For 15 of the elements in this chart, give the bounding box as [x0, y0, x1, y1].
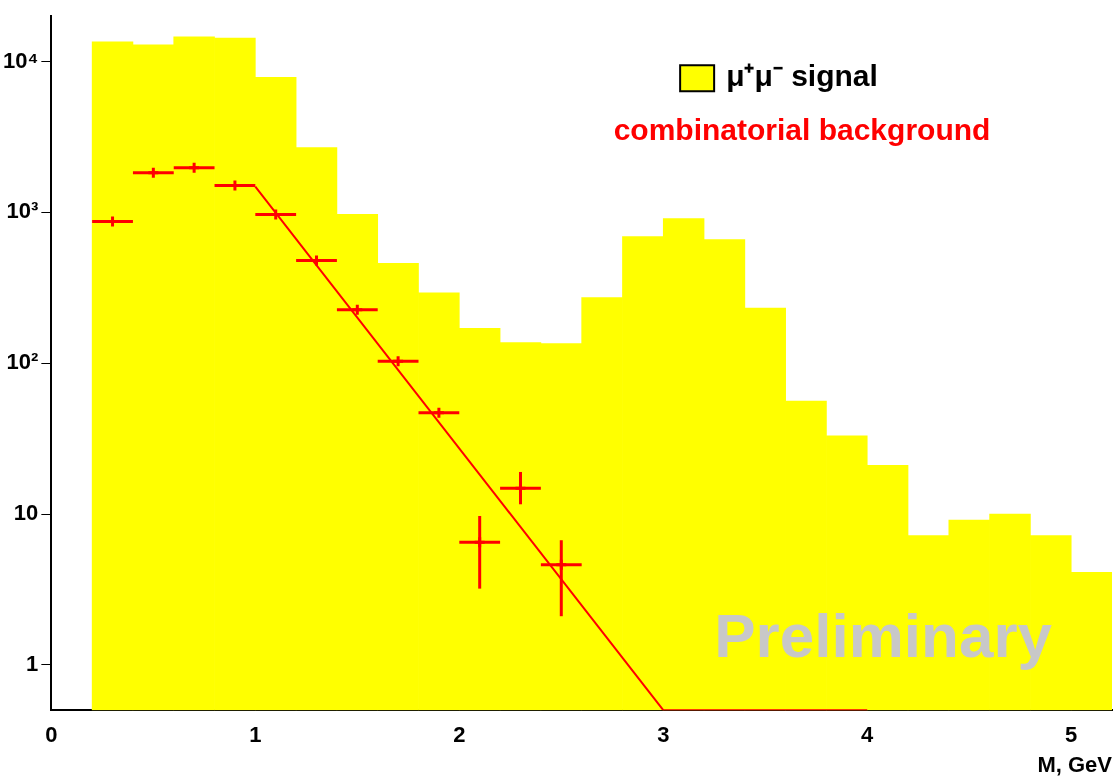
y-tick-label: 1 [26, 650, 39, 676]
text: combinatorial background [613, 113, 991, 147]
y-tick-label: 10³ [6, 198, 39, 224]
legend-label: μ⁺μ⁻ signal [726, 59, 878, 93]
x-tick-label: 5 [1065, 722, 1078, 748]
annotation: Preliminary [714, 601, 1053, 671]
x-tick-label: 2 [453, 722, 466, 748]
y-tick-label: 10⁴ [2, 47, 39, 73]
x-tick-label: 4 [861, 722, 875, 748]
y-tick-label: 10² [6, 349, 39, 375]
x-tick-label: 3 [657, 722, 670, 748]
x-axis-title: M, GeV [1037, 751, 1113, 777]
y-tick-label: 10 [13, 500, 39, 526]
x-tick-label: 0 [45, 722, 58, 748]
x-tick-label: 1 [249, 722, 262, 748]
